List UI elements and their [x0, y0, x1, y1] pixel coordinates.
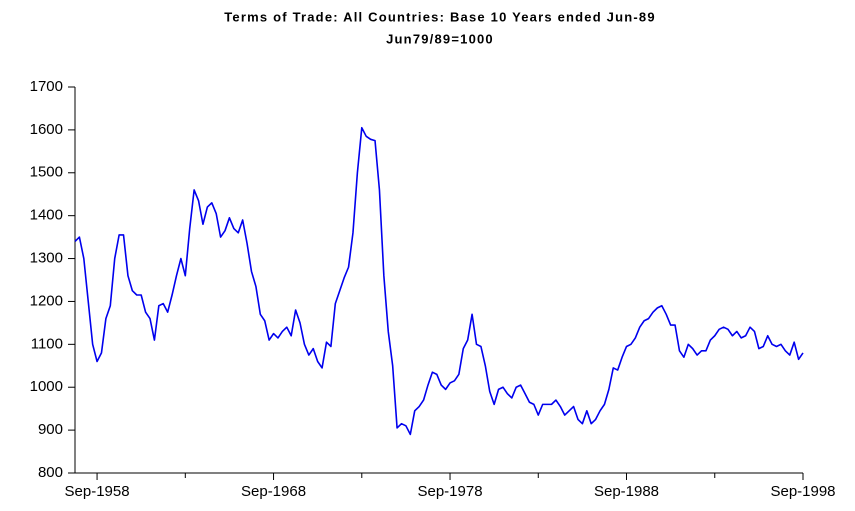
x-tick-label: Sep-1998 [770, 483, 835, 500]
y-tick-label: 1200 [30, 292, 63, 309]
y-tick-label: 1300 [30, 250, 63, 267]
y-tick-label: 1500 [30, 164, 63, 181]
y-tick-label: 1100 [31, 335, 63, 352]
x-tick-label: Sep-1978 [417, 483, 482, 500]
y-tick-label: 900 [38, 421, 63, 438]
x-tick-label: Sep-1988 [594, 483, 659, 500]
y-tick-label: 1400 [30, 207, 63, 224]
x-tick-label: Sep-1968 [241, 483, 306, 500]
chart-subtitle: Jun79/89=1000 [386, 31, 494, 46]
chart-title: Terms of Trade: All Countries: Base 10 Y… [224, 9, 656, 24]
y-tick-label: 800 [38, 464, 63, 481]
y-tick-label: 1700 [30, 78, 63, 95]
x-tick-label: Sep-1958 [65, 483, 130, 500]
y-tick-label: 1600 [30, 121, 63, 138]
data-line [74, 126, 804, 436]
y-tick-label: 1000 [30, 378, 63, 395]
